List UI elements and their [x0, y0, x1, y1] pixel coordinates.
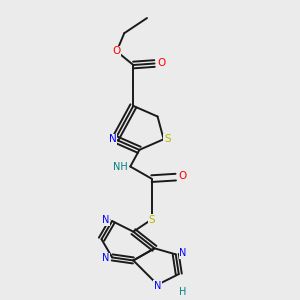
Text: O: O — [112, 46, 121, 56]
Text: N: N — [179, 248, 187, 259]
Text: O: O — [157, 58, 165, 68]
Text: N: N — [102, 253, 109, 263]
Text: S: S — [148, 214, 155, 224]
Text: O: O — [178, 171, 187, 181]
Text: H: H — [179, 287, 186, 297]
Text: N: N — [109, 134, 117, 144]
Text: N: N — [154, 280, 161, 291]
Text: N: N — [102, 215, 109, 225]
Text: S: S — [164, 134, 171, 144]
Text: NH: NH — [112, 161, 127, 172]
